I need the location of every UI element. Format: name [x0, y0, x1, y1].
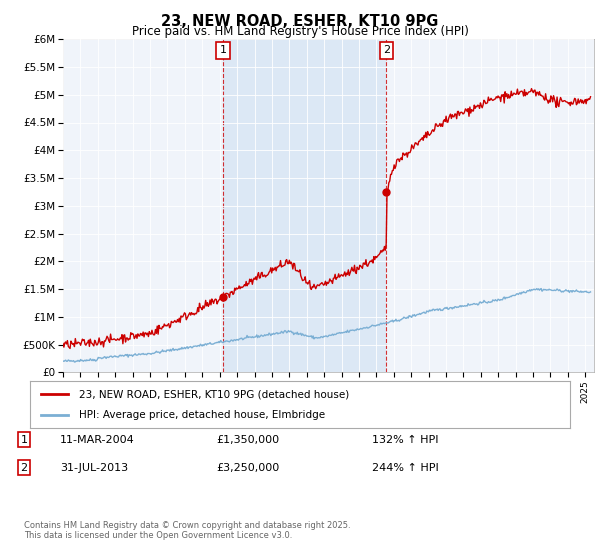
- Text: £3,250,000: £3,250,000: [216, 463, 279, 473]
- Text: 1: 1: [220, 45, 227, 55]
- Text: 2: 2: [20, 463, 28, 473]
- Text: 23, NEW ROAD, ESHER, KT10 9PG: 23, NEW ROAD, ESHER, KT10 9PG: [161, 14, 439, 29]
- Text: 132% ↑ HPI: 132% ↑ HPI: [372, 435, 439, 445]
- Bar: [223, 39, 386, 372]
- Text: £1,350,000: £1,350,000: [216, 435, 279, 445]
- Text: 23, NEW ROAD, ESHER, KT10 9PG (detached house): 23, NEW ROAD, ESHER, KT10 9PG (detached …: [79, 389, 349, 399]
- Text: 1: 1: [20, 435, 28, 445]
- Text: HPI: Average price, detached house, Elmbridge: HPI: Average price, detached house, Elmb…: [79, 410, 325, 420]
- Text: 2: 2: [383, 45, 390, 55]
- Text: Price paid vs. HM Land Registry's House Price Index (HPI): Price paid vs. HM Land Registry's House …: [131, 25, 469, 38]
- Text: 11-MAR-2004: 11-MAR-2004: [60, 435, 135, 445]
- Text: Contains HM Land Registry data © Crown copyright and database right 2025.
This d: Contains HM Land Registry data © Crown c…: [24, 521, 350, 540]
- Text: 31-JUL-2013: 31-JUL-2013: [60, 463, 128, 473]
- Text: 244% ↑ HPI: 244% ↑ HPI: [372, 463, 439, 473]
